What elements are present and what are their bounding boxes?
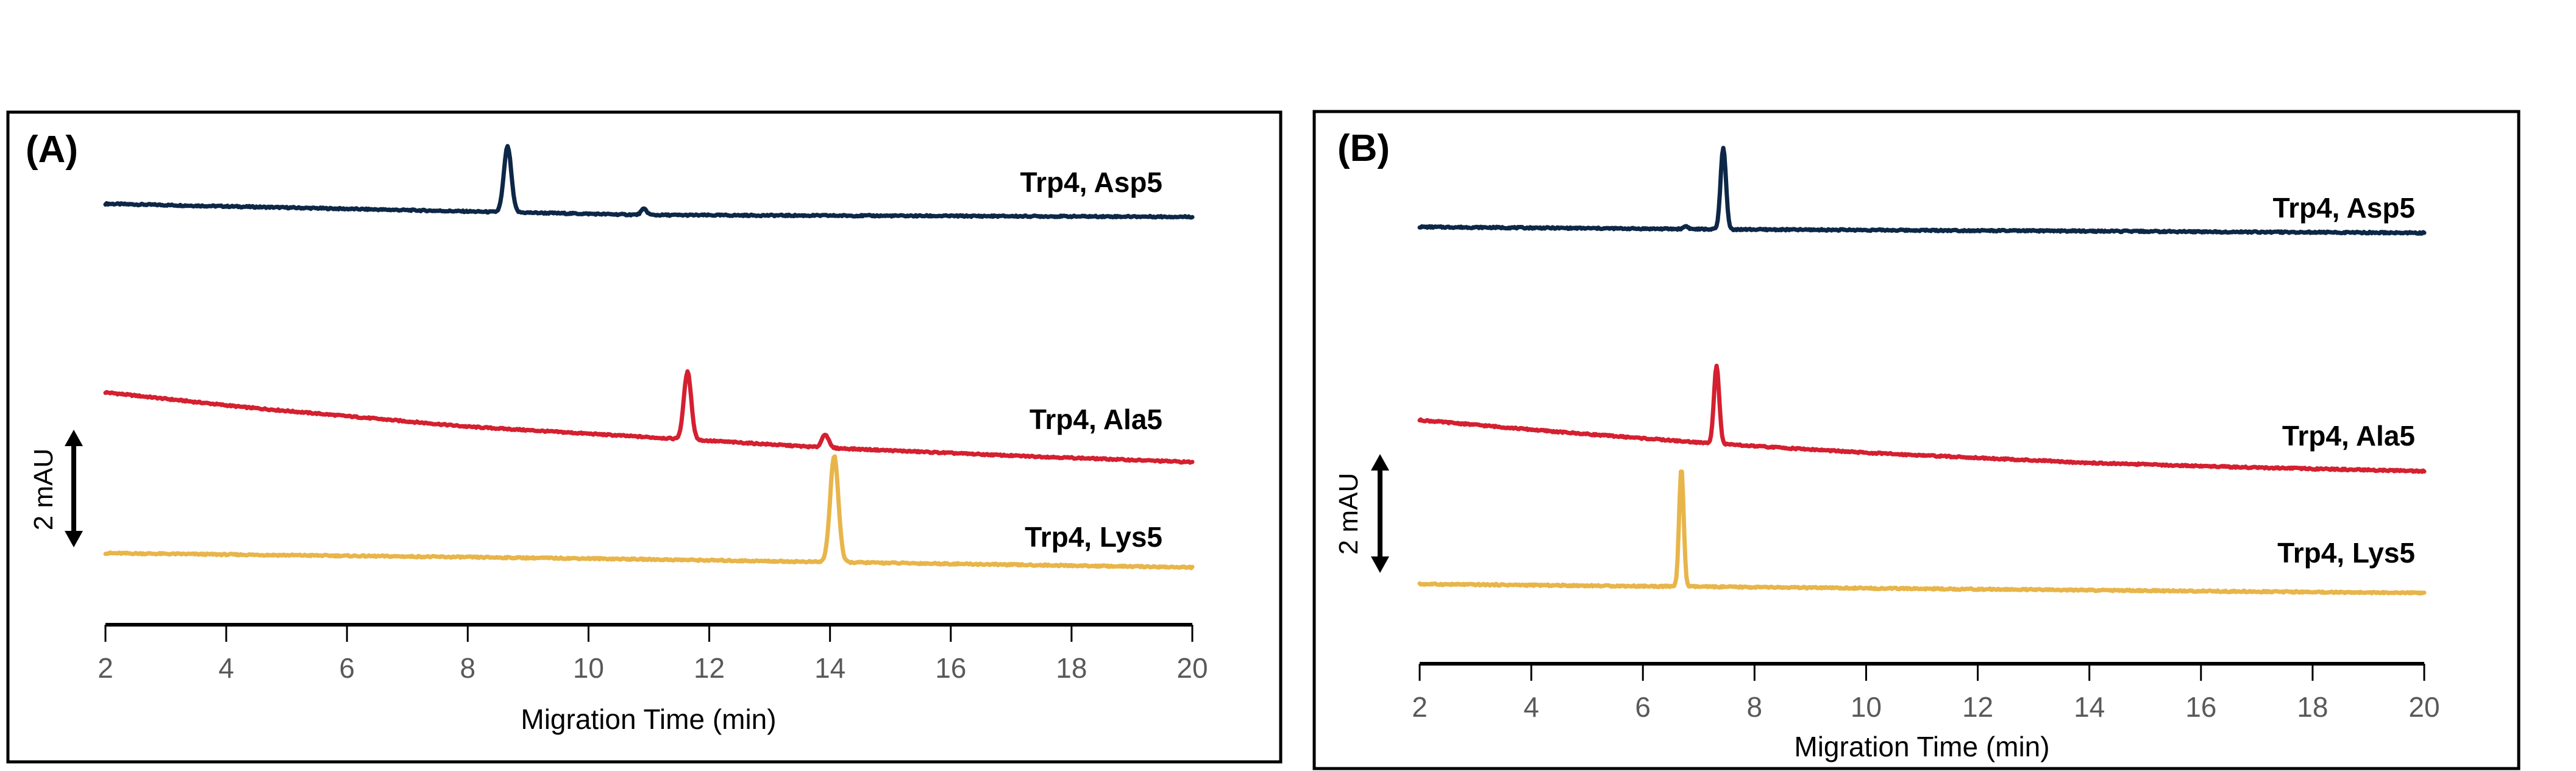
x-tick-label: 12 [1962, 691, 1993, 723]
panel-b-label: (B) [1337, 127, 1390, 169]
panel-b-x-axis: 2 4 6 8 10 12 14 16 18 20 [1412, 662, 2440, 723]
scale-bar-arrowhead-up [65, 430, 83, 446]
scale-bar-arrowhead-up [1371, 454, 1389, 471]
x-tick-label: 14 [814, 652, 845, 684]
trace-trp4-lys5 [1417, 469, 2427, 596]
x-tick-label: 16 [935, 652, 966, 684]
series-label: Trp4, Asp5 [2273, 192, 2415, 224]
x-tick-label: 14 [2074, 691, 2105, 723]
x-tick-label: 20 [1176, 652, 1208, 684]
x-tick-label: 8 [1747, 691, 1763, 723]
x-tick-label: 4 [218, 652, 234, 684]
x-tick-label: 6 [1635, 691, 1651, 723]
panel-a-frame [6, 110, 1283, 764]
trace-trp4-ala5 [103, 369, 1195, 465]
series-label: Trp4, Lys5 [1025, 521, 1162, 553]
panel-a-x-axis: 2 4 6 8 10 12 14 16 18 20 [98, 623, 1208, 684]
trace-trp4-asp5 [1417, 146, 2427, 236]
x-tick-label: 12 [694, 652, 725, 684]
panel-a-traces [103, 144, 1195, 570]
series-label: Trp4, Asp5 [1020, 166, 1162, 198]
x-tick-label: 6 [339, 652, 355, 684]
trace-trp4-lys5 [103, 454, 1195, 570]
x-tick-label: 18 [2297, 691, 2328, 723]
series-label: Trp4, Ala5 [1030, 403, 1162, 435]
panel-b-x-axis-title: Migration Time (min) [1794, 731, 2049, 762]
panel-b-frame [1312, 110, 2521, 770]
x-tick-label: 2 [98, 652, 113, 684]
x-tick-label: 10 [573, 652, 604, 684]
panel-a-x-axis-title: Migration Time (min) [521, 703, 776, 735]
trace-trp4-ala5 [1417, 363, 2427, 474]
scale-bar-label: 2 mAU [29, 449, 59, 530]
series-label: Trp4, Ala5 [2282, 420, 2415, 452]
panel-a: (A) Trp4, Asp5 Trp4, Ala5 Trp4, Lys5 2 m… [6, 110, 1283, 764]
scale-bar-arrowhead-down [65, 531, 83, 547]
x-tick-label: 16 [2185, 691, 2216, 723]
trace-trp4-asp5 [103, 144, 1195, 220]
x-tick-label: 2 [1412, 691, 1428, 723]
x-tick-label: 18 [1056, 652, 1087, 684]
panel-b: (B) Trp4, Asp5 Trp4, Ala5 Trp4, Lys5 2 m… [1312, 110, 2521, 770]
x-tick-label: 20 [2408, 691, 2439, 723]
scale-bar-arrowhead-down [1371, 556, 1389, 573]
panel-a-label: (A) [26, 129, 78, 171]
x-tick-label: 8 [460, 652, 476, 684]
series-label: Trp4, Lys5 [2277, 537, 2415, 569]
scale-bar-label: 2 mAU [1334, 473, 1364, 555]
x-tick-label: 10 [1851, 691, 1882, 723]
panel-b-traces [1417, 146, 2427, 596]
panel-a-scale-bar: 2 mAU [29, 430, 83, 547]
x-tick-label: 4 [1523, 691, 1539, 723]
panel-b-scale-bar: 2 mAU [1334, 454, 1389, 573]
